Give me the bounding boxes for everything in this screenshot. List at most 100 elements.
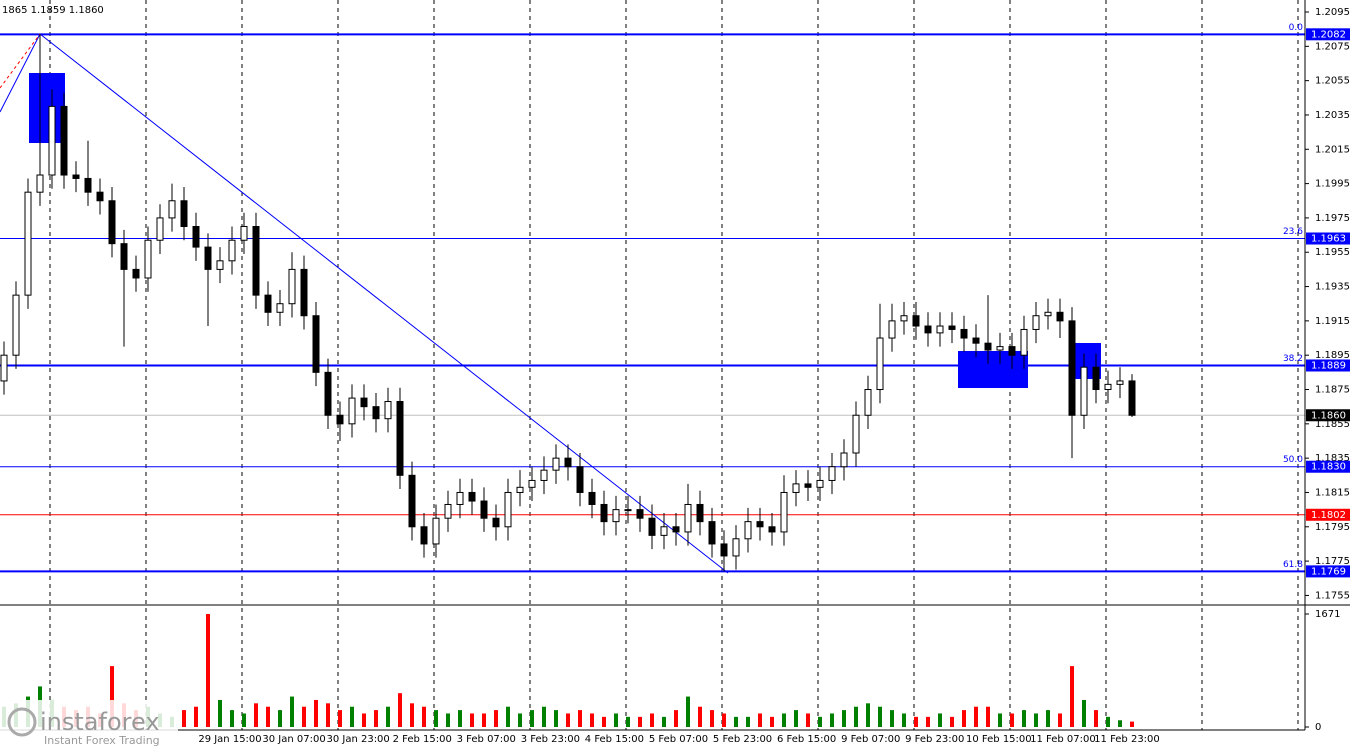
volume-bar [698,706,702,727]
candle-body [960,328,968,339]
volume-bar [494,710,498,727]
candle-body [636,509,644,519]
candle-body [744,521,752,540]
candle-body [516,486,524,493]
candle-body [456,491,464,505]
x-tick-label: 9 Feb 23:00 [905,734,964,745]
price-label: 1.1802 [1311,510,1346,521]
volume-bar [914,716,918,727]
candle-body [564,457,572,468]
candle-body [144,239,152,279]
volume-bar [182,710,186,727]
candle-body [468,491,476,502]
y-tick-label: 1.2055 [1315,76,1350,87]
volume-bar [1010,713,1014,727]
candle-body [840,452,848,468]
y-tick-label: 1.2075 [1315,41,1350,52]
volume-bar [1022,710,1026,727]
candle-body [1008,346,1016,356]
candle-body [264,294,272,313]
candle-body [444,503,452,519]
volume-bar [614,713,618,727]
volume-bar [902,713,906,727]
price-label: 1.1830 [1311,462,1346,473]
y-tick-label: 1.1795 [1315,522,1350,533]
candle-body [948,325,956,330]
candle-body [504,491,512,528]
candle-body [900,315,908,322]
y-tick-label: 1.2015 [1315,144,1350,155]
candle-body [180,200,188,228]
y-tick-label: 1.1915 [1315,316,1350,327]
volume-bar [854,706,858,727]
x-tick-label: 29 Jan 15:00 [198,734,261,745]
x-tick-label: 5 Feb 23:00 [713,734,772,745]
volume-bar [1058,713,1062,727]
volume-bar [722,713,726,727]
volume-bar [1070,666,1074,727]
volume-bar [566,713,570,727]
volume-bar [770,716,774,727]
volume-bar [230,710,234,727]
volume-bar [458,710,462,727]
candle-body [1020,328,1028,356]
volume-bar [878,706,882,727]
volume-bar [818,716,822,727]
volume-bar [674,710,678,727]
volume-bar [650,713,654,727]
price-label-box [1306,460,1350,473]
price-label: 1.1769 [1311,566,1346,577]
y-tick-label: 1.1855 [1315,419,1350,430]
volume-bar [422,706,426,727]
candle-body [120,243,128,270]
candle-body [684,503,692,533]
volume-bar [350,706,354,727]
x-tick-label: 30 Jan 07:00 [262,734,325,745]
volume-bar [314,699,318,727]
volume-bar [374,710,378,727]
candle-body [48,105,56,176]
y-tick-label: 1.2095 [1315,7,1350,18]
candle-body [84,177,92,193]
candle-body [984,342,992,351]
volume-bar [662,716,666,727]
volume-bar [806,713,810,727]
price-label-box [1306,359,1350,372]
volume-bar [338,710,342,727]
candle-body [792,483,800,493]
volume-bar [110,666,114,727]
candle-body [396,401,404,476]
candle-body [372,406,380,420]
volume-bar [218,699,222,727]
candle-body [0,354,8,382]
candle-body [24,191,32,296]
candle-body [108,200,116,245]
candle-body [828,466,836,481]
candle-body [336,414,344,425]
volume-bar [890,710,894,727]
volume-bar [638,716,642,727]
candle-body [492,517,500,528]
candle-body [1092,366,1100,391]
volume-bar [866,703,870,727]
volume-bar [326,703,330,727]
candle-body [384,401,392,420]
axis: 1.2095 1.2075 1.2055 1.2035 1.2015 1.1995 1.19… [198,7,1350,745]
fib-ratio: 50.0 [1283,455,1303,465]
candle-body [528,479,536,488]
candle-body [408,474,416,528]
watermark-brand: instaforex [40,708,160,736]
volume-bar [686,696,690,727]
candle-body [888,320,896,339]
x-tick-label: 6 Feb 15:00 [777,734,836,745]
candle-body [756,521,764,528]
volume-bar [974,706,978,727]
zone-box [958,351,1028,388]
candle-body [864,389,872,416]
volume-bar [1130,721,1134,727]
volume-bar [1082,699,1086,727]
trend-line [39,33,729,574]
volume-bar [362,713,366,727]
